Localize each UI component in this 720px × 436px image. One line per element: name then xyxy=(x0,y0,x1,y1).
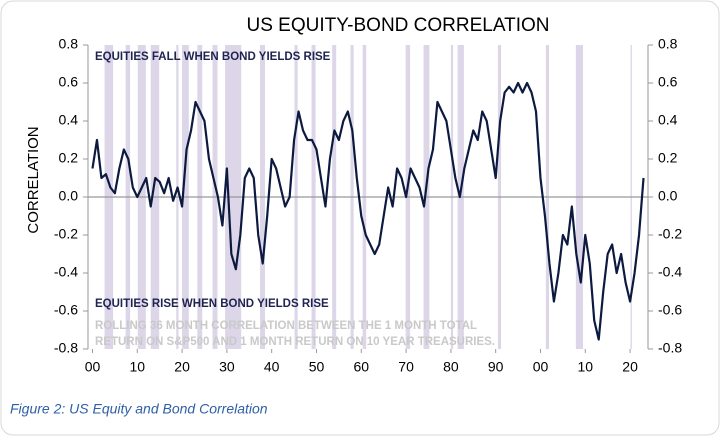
y-tick-label: 0.0 xyxy=(59,188,79,204)
y2-tick-label: 0.2 xyxy=(658,150,678,166)
x-tick-label: 70 xyxy=(398,359,414,375)
y2-tick-label: -0.8 xyxy=(658,340,682,356)
y-tick-label: 0.4 xyxy=(59,112,79,128)
y2-tick-label: -0.6 xyxy=(658,302,682,318)
y2-tick-label: 0.4 xyxy=(658,112,678,128)
y2-tick-label: 0.6 xyxy=(658,74,678,90)
x-tick-label: 30 xyxy=(219,359,235,375)
x-tick-label: 80 xyxy=(443,359,459,375)
y-tick-label: 0.6 xyxy=(59,74,79,90)
y-tick-label: -0.4 xyxy=(54,264,78,280)
chart-title: US EQUITY-BOND CORRELATION xyxy=(247,15,550,36)
y-tick-label: 0.8 xyxy=(59,36,79,52)
x-tick-label: 90 xyxy=(488,359,504,375)
x-tick-label: 40 xyxy=(264,359,280,375)
x-tick-label: 10 xyxy=(577,359,593,375)
note-text: RETURN ON S&P500 AND 1 MONTH RETURN ON 1… xyxy=(95,336,495,348)
y-tick-label: -0.2 xyxy=(54,226,78,242)
annotation: EQUITIES RISE WHEN BOND YIELDS RISE xyxy=(95,298,329,310)
x-tick-label: 50 xyxy=(309,359,325,375)
y-tick-label: -0.6 xyxy=(54,302,78,318)
x-tick-label: 00 xyxy=(85,359,101,375)
y-tick-label: 0.2 xyxy=(59,150,79,166)
x-tick-label: 20 xyxy=(622,359,638,375)
y2-tick-label: 0.8 xyxy=(658,36,678,52)
caption: Figure 2: US Equity and Bond Correlation xyxy=(10,401,268,417)
y2-tick-label: -0.2 xyxy=(658,226,682,242)
x-tick-label: 00 xyxy=(533,359,549,375)
x-tick-label: 10 xyxy=(129,359,145,375)
annotation: EQUITIES FALL WHEN BOND YIELDS RISE xyxy=(95,51,331,63)
y2-tick-label: 0.0 xyxy=(658,188,678,204)
note-text: ROLLING 36 MONTH CORRELATION BETWEEN THE… xyxy=(95,320,477,332)
y-axis-label: CORRELATION xyxy=(25,126,42,233)
line-series xyxy=(91,81,645,341)
x-tick-label: 20 xyxy=(174,359,190,375)
x-tick-label: 60 xyxy=(353,359,369,375)
y2-tick-label: -0.4 xyxy=(658,264,682,280)
y-tick-label: -0.8 xyxy=(54,340,78,356)
